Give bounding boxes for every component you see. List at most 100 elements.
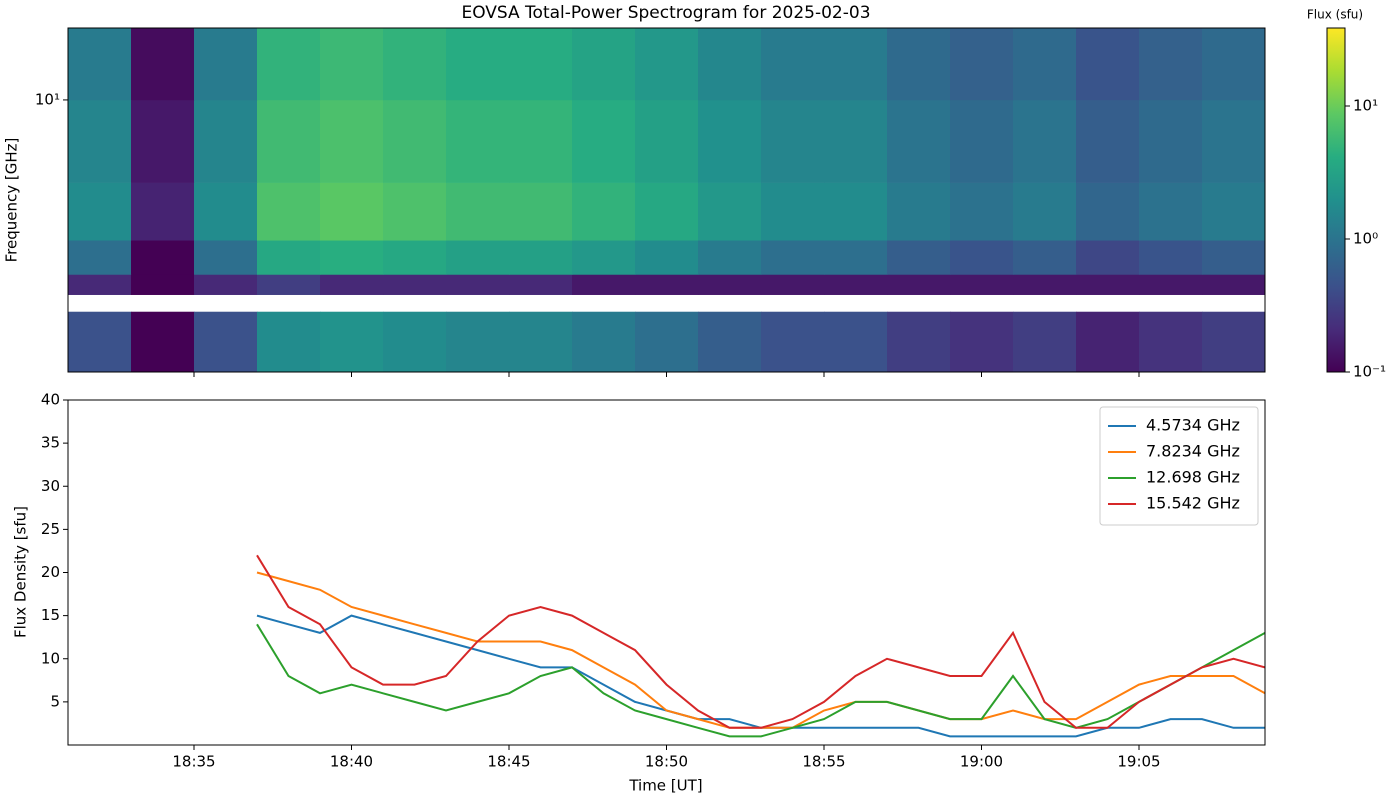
legend-label: 15.542 GHz xyxy=(1146,494,1240,513)
heatmap-cell xyxy=(950,99,1014,183)
heatmap-cell xyxy=(635,182,699,241)
heatmap-cell xyxy=(194,99,258,183)
heatmap-cell xyxy=(887,28,951,101)
heatmap-cell xyxy=(509,240,573,275)
heatmap-cell xyxy=(194,274,258,295)
y-axis-label: Flux Density [sfu] xyxy=(12,506,30,638)
heatmap-cell xyxy=(1202,182,1265,241)
heatmap-cell xyxy=(1076,274,1140,295)
heatmap-cell xyxy=(446,99,510,183)
heatmap-cell xyxy=(194,240,258,275)
heatmap-cell xyxy=(68,182,132,241)
heatmap-cell xyxy=(950,28,1014,101)
series-line xyxy=(256,623,1265,738)
heatmap-cell xyxy=(257,311,321,372)
heatmap-cell xyxy=(887,274,951,295)
x-tick-label: 18:50 xyxy=(645,753,688,771)
heatmap-cell xyxy=(698,240,762,275)
x-tick-label: 18:45 xyxy=(487,753,530,771)
heatmap-cell xyxy=(1013,240,1077,275)
heatmap-cell xyxy=(320,311,384,372)
heatmap-cell xyxy=(1013,99,1077,183)
heatmap-cell xyxy=(572,240,636,275)
heatmap-cell xyxy=(320,28,384,101)
heatmap-cell xyxy=(257,28,321,101)
heatmap-cell xyxy=(1076,99,1140,183)
series-line xyxy=(256,554,1265,729)
heatmap-cell xyxy=(383,28,447,101)
colorbar-tick-label: 10⁰ xyxy=(1353,230,1378,248)
legend-box xyxy=(1099,406,1259,526)
heatmap-cell xyxy=(950,311,1014,372)
heatmap-cell xyxy=(887,99,951,183)
legend-label: 7.8234 GHz xyxy=(1146,442,1240,461)
heatmap-cell xyxy=(1202,274,1265,295)
heatmap-cell xyxy=(698,274,762,295)
heatmap-cell xyxy=(1076,182,1140,241)
heatmap-cell xyxy=(761,182,825,241)
heatmap-cell xyxy=(1013,28,1077,101)
heatmap-cell xyxy=(509,274,573,295)
y-tick-label: 20 xyxy=(41,563,60,581)
heatmap-cell xyxy=(68,274,132,295)
heatmap-cell xyxy=(509,28,573,101)
heatmap-cell xyxy=(824,240,888,275)
heatmap-cell xyxy=(572,311,636,372)
series-line xyxy=(256,614,1265,738)
heatmap-cell xyxy=(257,274,321,295)
heatmap-cell xyxy=(1013,182,1077,241)
heatmap-cell xyxy=(761,240,825,275)
y-tick-label: 15 xyxy=(41,606,60,624)
y-tick-label: 30 xyxy=(41,477,60,495)
heatmap-cell xyxy=(320,240,384,275)
heatmap-cell xyxy=(824,311,888,372)
heatmap-cell xyxy=(194,311,258,372)
heatmap-cell xyxy=(635,28,699,101)
heatmap-cell xyxy=(761,28,825,101)
heatmap-cell xyxy=(698,182,762,241)
heatmap-cell xyxy=(68,240,132,275)
heatmap-cell xyxy=(635,274,699,295)
y-axis-label: Frequency [GHz] xyxy=(3,138,21,263)
heatmap-cell xyxy=(131,99,195,183)
y-tick-label: 40 xyxy=(41,391,60,409)
heatmap-cell xyxy=(446,311,510,372)
x-tick-label: 18:35 xyxy=(172,753,215,771)
heatmap-cell xyxy=(1076,240,1140,275)
heatmap-cell xyxy=(1076,28,1140,101)
heatmap-cell xyxy=(887,240,951,275)
spectrogram xyxy=(68,28,1265,372)
legend-label: 12.698 GHz xyxy=(1146,468,1240,487)
heatmap-cell xyxy=(887,311,951,372)
heatmap-cell xyxy=(320,99,384,183)
colorbar xyxy=(1326,27,1346,373)
heatmap-cell xyxy=(698,311,762,372)
heatmap-cell xyxy=(383,240,447,275)
heatmap-cell xyxy=(320,274,384,295)
heatmap-cell xyxy=(446,28,510,101)
heatmap-cell xyxy=(950,240,1014,275)
heatmap-cell xyxy=(68,99,132,183)
heatmap-cell xyxy=(572,274,636,295)
heatmap-cell xyxy=(572,182,636,241)
heatmap-cell xyxy=(320,182,384,241)
legend: 4.5734 GHz 7.8234 GHz 12.698 GHz 15.542 GHz xyxy=(1099,406,1259,526)
legend-label: 4.5734 GHz xyxy=(1146,416,1240,435)
heatmap-cell xyxy=(950,182,1014,241)
heatmap-cell xyxy=(257,240,321,275)
heatmap-cell xyxy=(572,99,636,183)
heatmap-cell xyxy=(257,99,321,183)
x-tick-label: 19:05 xyxy=(1117,753,1160,771)
heatmap-cell xyxy=(1202,311,1265,372)
heatmap-cell xyxy=(1139,311,1203,372)
heatmap-cell xyxy=(194,28,258,101)
heatmap-cell xyxy=(1076,311,1140,372)
heatmap-cell xyxy=(824,182,888,241)
heatmap-cell xyxy=(257,182,321,241)
heatmap-cell xyxy=(446,182,510,241)
heatmap-cell xyxy=(824,274,888,295)
heatmap-cell xyxy=(68,311,132,372)
y-tick-label: 5 xyxy=(50,692,60,710)
heatmap-cell xyxy=(383,311,447,372)
